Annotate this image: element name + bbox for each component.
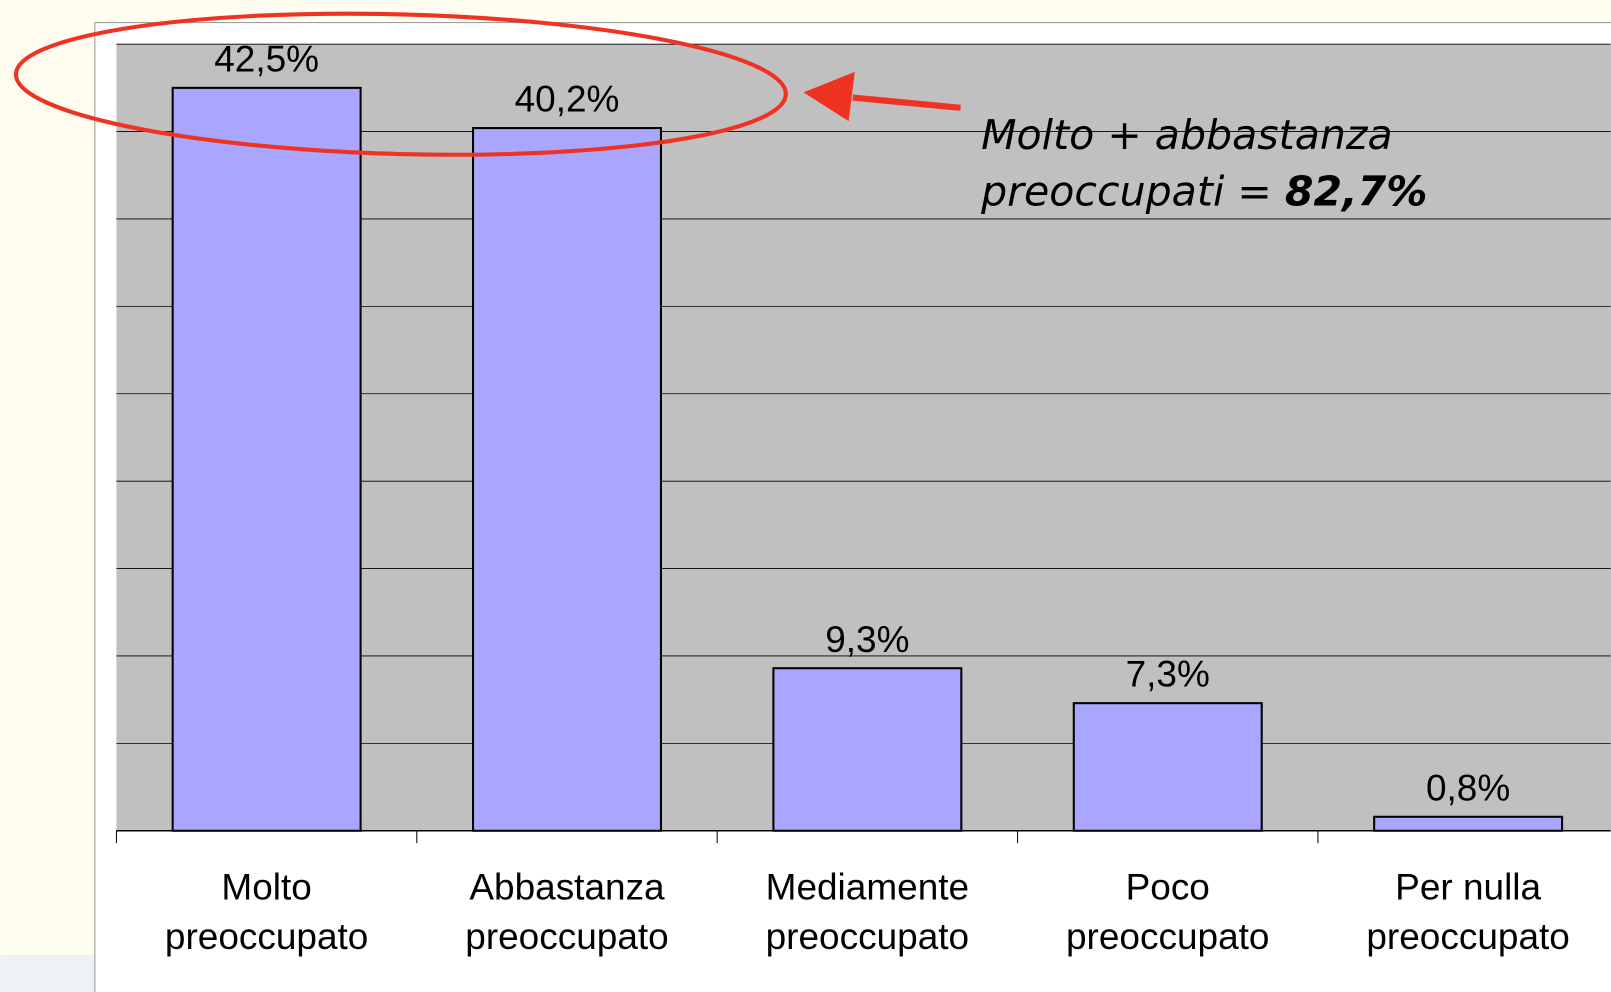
x-tick-label: Per nulla preoccupato — [1366, 865, 1570, 958]
x-tick-label-box: Poco preoccupato — [1065, 865, 1270, 958]
value-label: 0,8% — [1426, 767, 1510, 808]
value-label: 42,5% — [214, 38, 319, 79]
x-tick-label-box: Abbastanza preoccupato — [465, 865, 669, 958]
x-tick-label-box: Per nulla preoccupato — [1366, 865, 1570, 958]
annotation-highlight: 82,7% — [1285, 167, 1427, 215]
bar — [1373, 815, 1564, 832]
arrow-shaft — [852, 94, 961, 111]
bar — [171, 86, 362, 832]
highlight-ellipse — [13, 11, 788, 157]
x-tick-label: Abbastanza preoccupato — [465, 865, 669, 958]
arrow-head — [803, 71, 855, 122]
x-tick-label-box: Mediamente preoccupato — [765, 865, 970, 958]
annotation-line2: preoccupati = 82,7% — [980, 167, 1427, 215]
value-label: 7,3% — [1126, 654, 1210, 695]
x-tick-label: Poco preoccupato — [1065, 865, 1270, 958]
annotation-line1: Molto + abbastanza — [981, 111, 1393, 159]
bar — [472, 127, 662, 832]
x-tick-label-box: Molto preoccupato — [164, 865, 369, 958]
value-label: 40,2% — [515, 79, 620, 120]
x-tick-label: Molto preoccupato — [164, 865, 369, 958]
x-tick-label: Mediamente preoccupato — [765, 865, 970, 958]
background-patch — [0, 955, 95, 992]
value-label: 9,3% — [825, 619, 909, 660]
bar — [1072, 702, 1263, 832]
bar — [772, 667, 963, 832]
annotation-text: preoccupati = — [980, 167, 1272, 215]
